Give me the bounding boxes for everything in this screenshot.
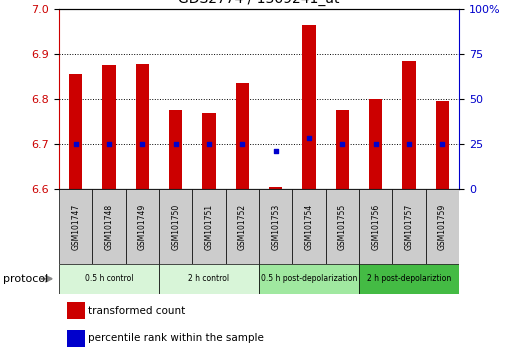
- Point: [271, 148, 280, 154]
- Text: GSM101752: GSM101752: [238, 204, 247, 250]
- Bar: [269, 187, 282, 189]
- Text: protocol: protocol: [3, 274, 48, 284]
- Bar: [259, 264, 359, 294]
- Bar: [92, 189, 126, 264]
- Bar: [135, 64, 149, 189]
- Point: [138, 141, 146, 147]
- Title: GDS2774 / 1369241_at: GDS2774 / 1369241_at: [179, 0, 340, 6]
- Bar: [426, 189, 459, 264]
- Text: GSM101747: GSM101747: [71, 204, 80, 250]
- Text: GSM101748: GSM101748: [105, 204, 113, 250]
- Text: GSM101756: GSM101756: [371, 204, 380, 250]
- Point: [71, 141, 80, 147]
- Point: [171, 141, 180, 147]
- Text: 0.5 h post-depolarization: 0.5 h post-depolarization: [261, 274, 357, 283]
- Bar: [169, 110, 182, 189]
- Point: [105, 141, 113, 147]
- Bar: [69, 74, 82, 189]
- Bar: [292, 189, 326, 264]
- Bar: [159, 189, 192, 264]
- Text: GSM101759: GSM101759: [438, 204, 447, 250]
- Bar: [67, 302, 85, 319]
- Bar: [59, 189, 92, 264]
- Bar: [126, 189, 159, 264]
- Bar: [302, 25, 315, 189]
- Text: 0.5 h control: 0.5 h control: [85, 274, 133, 283]
- Bar: [159, 264, 259, 294]
- Text: GSM101751: GSM101751: [205, 204, 213, 250]
- Bar: [369, 99, 382, 189]
- Bar: [359, 189, 392, 264]
- Text: 2 h control: 2 h control: [188, 274, 230, 283]
- Bar: [192, 189, 226, 264]
- Text: GSM101753: GSM101753: [271, 204, 280, 250]
- Point: [405, 141, 413, 147]
- Text: transformed count: transformed count: [88, 306, 185, 316]
- Bar: [67, 330, 85, 347]
- Bar: [392, 189, 426, 264]
- Text: GSM101749: GSM101749: [138, 204, 147, 250]
- Bar: [59, 264, 159, 294]
- Bar: [436, 101, 449, 189]
- Text: GSM101754: GSM101754: [305, 204, 313, 250]
- Bar: [359, 264, 459, 294]
- Text: GSM101757: GSM101757: [405, 204, 413, 250]
- Bar: [336, 110, 349, 189]
- Bar: [202, 113, 215, 189]
- Bar: [103, 65, 115, 189]
- Text: percentile rank within the sample: percentile rank within the sample: [88, 333, 264, 343]
- Point: [305, 136, 313, 141]
- Text: GSM101755: GSM101755: [338, 204, 347, 250]
- Bar: [259, 189, 292, 264]
- Point: [371, 141, 380, 147]
- Text: GSM101750: GSM101750: [171, 204, 180, 250]
- Bar: [402, 61, 416, 189]
- Point: [338, 141, 346, 147]
- Point: [238, 141, 246, 147]
- Text: 2 h post-depolariztion: 2 h post-depolariztion: [367, 274, 451, 283]
- Point: [205, 141, 213, 147]
- Bar: [226, 189, 259, 264]
- Bar: [326, 189, 359, 264]
- Point: [438, 141, 446, 147]
- Bar: [235, 83, 249, 189]
